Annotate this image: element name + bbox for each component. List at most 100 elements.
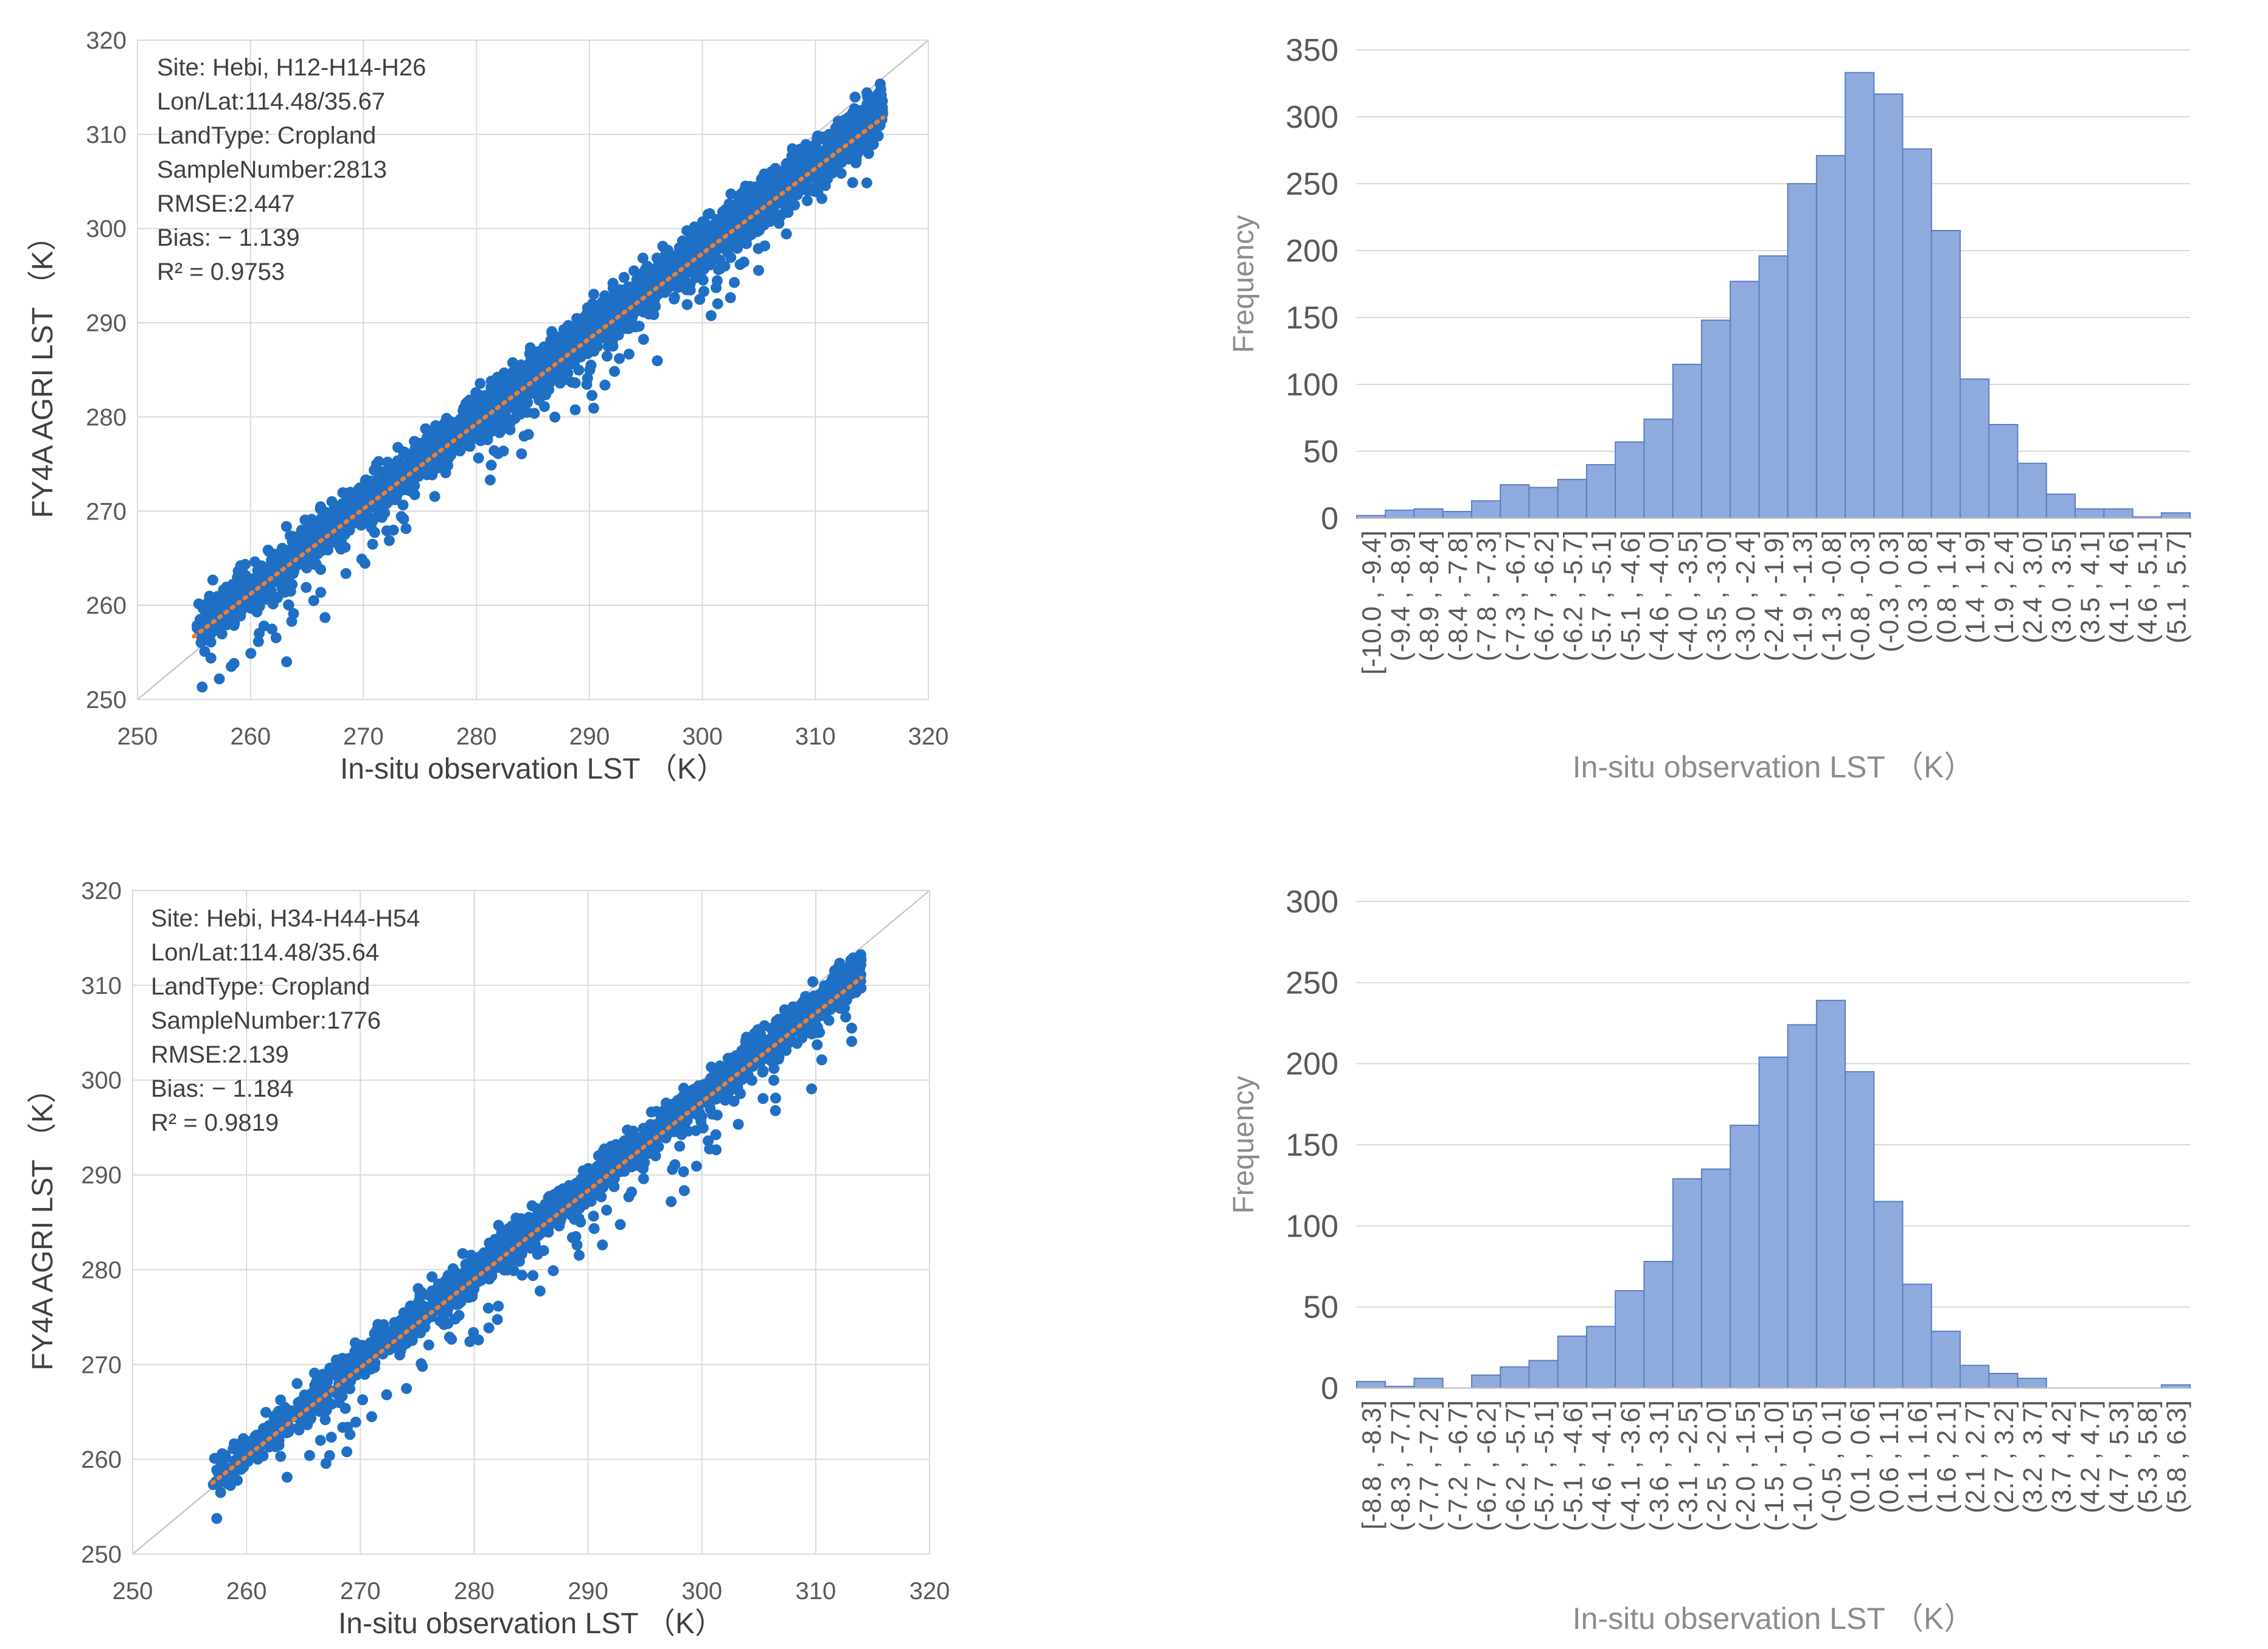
y-tick-label: 0	[1321, 1371, 1338, 1406]
x-tick-label: (-1.5 , -1.0]	[1759, 1400, 1789, 1531]
data-point	[415, 1298, 426, 1310]
y-tick-label: 300	[1285, 884, 1338, 920]
x-axis-title: In-situ observation LST （K）	[338, 1608, 724, 1640]
histogram-bar	[1787, 1024, 1817, 1389]
data-point	[639, 264, 651, 276]
data-point	[588, 1210, 599, 1222]
data-point	[781, 228, 792, 240]
histogram-bar	[1873, 1201, 1904, 1389]
x-tick-label: (-3.6 , -3.1]	[1644, 1400, 1674, 1531]
x-tick-label: (4.6 , 5.1]	[2133, 530, 2163, 644]
data-point	[473, 429, 485, 440]
data-point	[801, 195, 813, 206]
data-point	[377, 1335, 388, 1347]
y-tick-label: 50	[1303, 1290, 1338, 1325]
data-point	[340, 568, 352, 579]
data-point	[768, 1075, 779, 1086]
x-tick-label: (2.1 , 2.7]	[1961, 1400, 1991, 1513]
data-point	[823, 1015, 835, 1026]
histogram-panel-top: 0 50 100 150 200 250 300 350 [-10.0 , -9.4] (-9.4…	[1156, 0, 2268, 809]
data-point	[847, 177, 858, 189]
data-point	[413, 471, 424, 482]
data-point	[759, 1020, 770, 1032]
histogram-bar	[2160, 512, 2191, 519]
data-point	[691, 1109, 703, 1120]
x-tick-label: (-5.7 , -5.1]	[1529, 1400, 1559, 1531]
x-tick-label: (-2.0 , -1.5]	[1731, 1400, 1761, 1531]
data-point	[344, 524, 355, 536]
data-point	[773, 1013, 785, 1025]
data-point	[540, 1198, 551, 1210]
data-point	[663, 1110, 674, 1122]
data-point	[816, 1054, 827, 1066]
data-point	[659, 252, 671, 264]
data-point	[849, 91, 861, 103]
data-point	[570, 1179, 582, 1191]
data-point	[411, 1327, 422, 1339]
data-point	[381, 1389, 392, 1401]
data-point	[281, 1471, 293, 1483]
y-tick-label: 250	[81, 1541, 122, 1568]
data-point	[526, 1200, 538, 1212]
data-point	[661, 267, 672, 278]
x-tick-label: (-1.0 , -0.5]	[1788, 1400, 1818, 1531]
trend-line	[192, 115, 886, 639]
x-tick-label: 280	[454, 1578, 495, 1605]
histogram-bar	[1471, 1374, 1501, 1389]
histogram-bar	[1385, 509, 1415, 519]
data-point	[232, 591, 243, 603]
x-tick-label: (0.3 , 0.8]	[1903, 530, 1933, 644]
data-point	[638, 1173, 649, 1184]
data-point	[553, 1217, 564, 1229]
histogram-bar	[1643, 418, 1674, 519]
y-tick-label: 260	[81, 1446, 122, 1473]
x-tick-label: (-8.3 , -7.7]	[1386, 1400, 1416, 1531]
histogram-bar	[1672, 364, 1702, 519]
histogram-bar	[1873, 93, 1904, 519]
data-point	[704, 1103, 716, 1114]
y-tick-label: 300	[1285, 100, 1338, 135]
data-point	[507, 357, 518, 369]
histogram-bar	[1528, 487, 1559, 519]
data-point	[214, 673, 225, 685]
data-point	[757, 1093, 769, 1104]
histogram-bar	[1902, 1283, 1932, 1389]
x-tick-label: 320	[908, 723, 949, 750]
data-point	[329, 504, 340, 516]
x-tick-label: (-4.6 , -4.1]	[1587, 1400, 1617, 1531]
data-point	[339, 1403, 351, 1414]
y-tick-label: 320	[81, 878, 122, 904]
data-point	[343, 1353, 355, 1364]
x-tick-label: 270	[343, 723, 384, 750]
data-point	[694, 1083, 706, 1094]
x-axis-title: In-situ observation LST （K）	[1573, 750, 1974, 784]
scatter-chart-top: 250 260 270 280 290 300 310 3202502602702802903…	[27, 27, 949, 785]
data-point	[325, 1431, 337, 1443]
x-tick-label: (1.9 , 2.4]	[1989, 530, 2019, 644]
data-point	[693, 267, 704, 279]
data-point	[221, 619, 232, 630]
data-point	[657, 240, 669, 252]
x-tick-label: (-5.1 , -4.6]	[1558, 1400, 1588, 1531]
data-point	[524, 386, 536, 398]
histogram-bar	[2017, 462, 2047, 519]
x-tick-label: (-7.2 , -6.7]	[1443, 1400, 1473, 1531]
stats-annotation: Bias: − 1.184	[151, 1075, 294, 1102]
data-point	[714, 254, 726, 266]
data-point	[833, 977, 844, 989]
histogram-bar	[1930, 230, 1961, 519]
data-point	[529, 408, 540, 419]
data-point	[601, 1204, 613, 1216]
data-point	[451, 1299, 462, 1310]
histogram-bar	[1528, 1359, 1559, 1389]
data-point	[426, 1285, 438, 1297]
data-point	[701, 238, 712, 249]
data-point	[217, 1448, 228, 1459]
data-point	[706, 1061, 717, 1073]
y-axis-title: Frequency	[1228, 215, 1260, 353]
data-point	[599, 380, 611, 391]
data-point	[493, 1300, 504, 1312]
data-point	[470, 387, 482, 398]
